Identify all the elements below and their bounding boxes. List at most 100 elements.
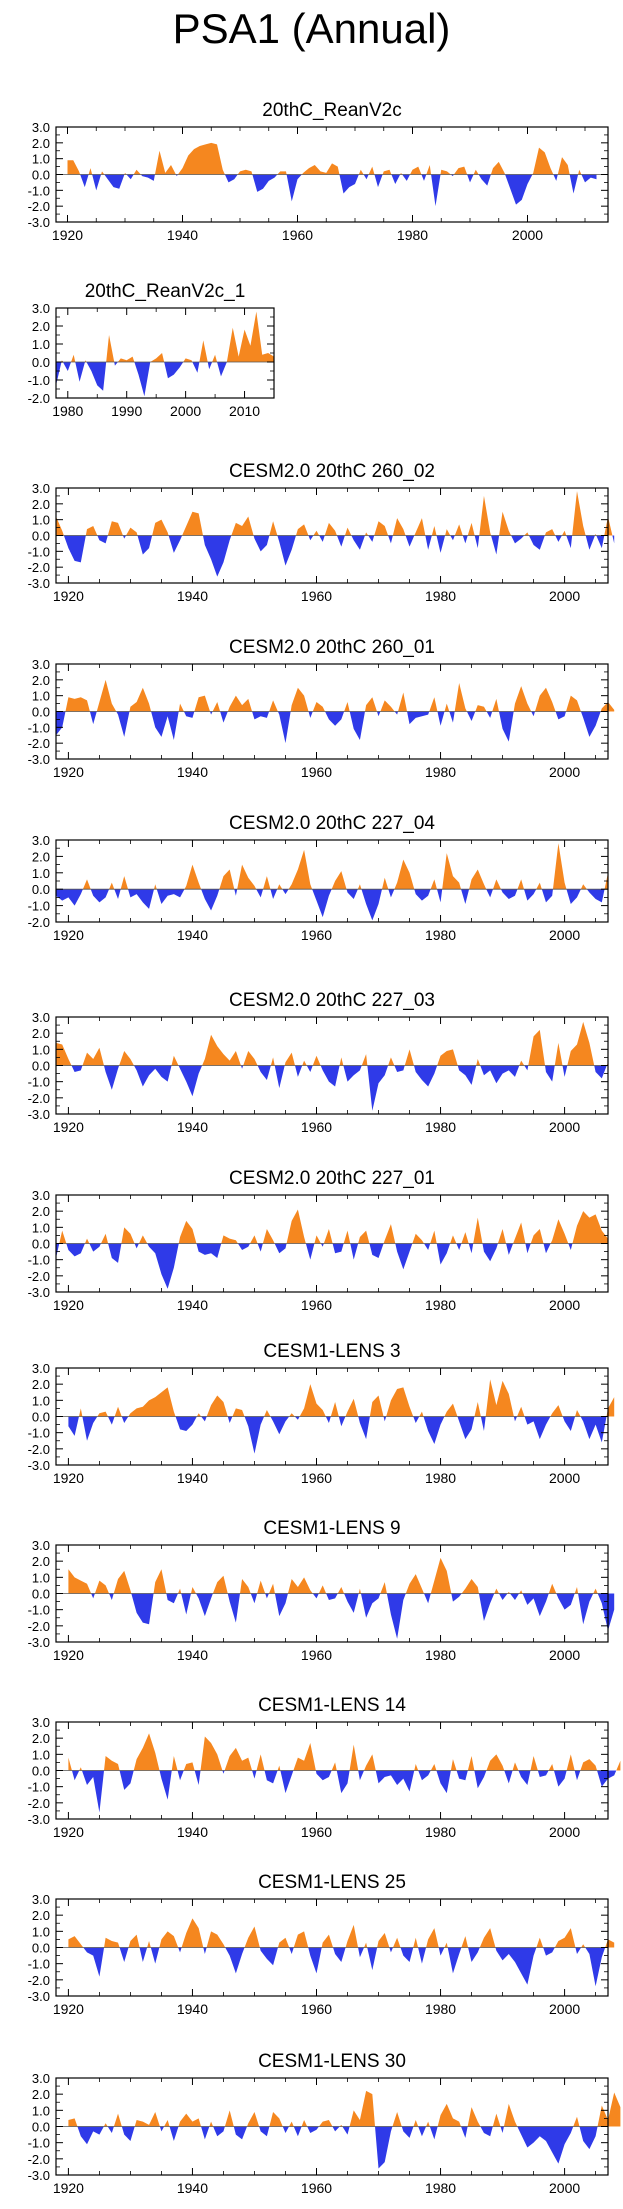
x-tick-label: 1960 xyxy=(301,2001,332,2017)
positive-area xyxy=(67,142,582,175)
x-tick-label: 1940 xyxy=(167,227,198,243)
y-tick-label: 0.0 xyxy=(32,1237,50,1252)
plot-frame xyxy=(55,839,609,923)
y-tick-label: 3.0 xyxy=(32,1010,50,1025)
y-tick-label: 3.0 xyxy=(32,1188,50,1203)
y-tick-label: 3.0 xyxy=(32,1538,50,1553)
x-tick-label: 2000 xyxy=(549,2001,580,2017)
y-tick-label: -3.0 xyxy=(28,215,50,230)
x-tick-label: 1960 xyxy=(282,227,313,243)
y-tick-label: 2.0 xyxy=(32,1554,50,1569)
y-tick-label: -2.0 xyxy=(28,560,50,575)
negative-area xyxy=(56,362,227,397)
y-tick-label: 1.0 xyxy=(32,1042,50,1057)
chart-panel: CESM1-LENS 14 3.02.01.0 0.0-1.0-2.0-3.0192… xyxy=(28,1695,621,1840)
y-tick-label: -1.0 xyxy=(28,544,50,559)
x-tick-label: 1940 xyxy=(177,2180,208,2196)
y-tick-label: 3.0 xyxy=(32,1892,50,1907)
x-tick-label: 2000 xyxy=(549,2180,580,2196)
y-tick-label: 1.0 xyxy=(32,1570,50,1585)
y-tick-label: -1.0 xyxy=(28,1426,50,1441)
chart-title: CESM1-LENS 3 xyxy=(263,1341,400,1362)
y-tick-label: 2.0 xyxy=(32,1377,50,1392)
x-tick-label: 1940 xyxy=(177,1647,208,1663)
negative-area xyxy=(68,1416,607,1454)
positive-area xyxy=(56,491,613,536)
y-tick-label: 1.0 xyxy=(32,513,50,528)
chart-title: CESM2.0 20thC 260_02 xyxy=(229,461,435,482)
x-tick-label: 2000 xyxy=(549,1119,580,1135)
positive-area xyxy=(56,1021,608,1066)
y-tick-label: 0.0 xyxy=(32,705,50,720)
y-tick-label: -3.0 xyxy=(28,1285,50,1300)
y-tick-label: 0.0 xyxy=(32,2120,50,2135)
x-tick-label: 1940 xyxy=(177,2001,208,2017)
chart-panel: 20thC_ReanV2c 3.02.01.00.0-1.0-2.0-3.0192… xyxy=(28,100,609,243)
x-tick-label: 1980 xyxy=(425,2001,456,2017)
x-tick-label: 1960 xyxy=(301,927,332,943)
y-tick-label: 1.0 xyxy=(32,1924,50,1939)
y-tick-label: 2.0 xyxy=(32,136,50,151)
y-tick-label: 2.0 xyxy=(32,1908,50,1923)
y-tick-label: 3.0 xyxy=(32,1715,50,1730)
y-tick-label: -2.0 xyxy=(28,736,50,751)
y-tick-label: 3.0 xyxy=(32,1361,50,1376)
negative-area xyxy=(77,2126,598,2169)
x-tick-label: 1960 xyxy=(301,588,332,604)
x-tick-label: 1960 xyxy=(301,764,332,780)
x-tick-label: 1940 xyxy=(177,764,208,780)
negative-area xyxy=(56,711,601,744)
y-tick-label: 0.0 xyxy=(32,1410,50,1425)
y-tick-label: 2.0 xyxy=(32,319,50,334)
chart-title: CESM1-LENS 25 xyxy=(258,1872,406,1893)
x-tick-label: 1960 xyxy=(301,1470,332,1486)
x-tick-label: 1990 xyxy=(111,403,142,419)
chart-panel: CESM1-LENS 9 3.02.01.0 0.0-1.0-2.0-3.01920… xyxy=(28,1518,615,1663)
y-tick-label: 0.0 xyxy=(32,168,50,183)
chart-title: CESM2.0 20thC 227_04 xyxy=(229,813,435,834)
y-tick-label: -3.0 xyxy=(28,1812,50,1827)
x-tick-label: 2000 xyxy=(549,927,580,943)
y-tick-label: -1.0 xyxy=(28,720,50,735)
y-tick-label: 2.0 xyxy=(32,1204,50,1219)
chart-panel: CESM2.0 20thC 260_02 3.02.01.00.0-1.0-2.0… xyxy=(28,461,615,604)
y-tick-label: -1.0 xyxy=(28,899,50,914)
y-tick-label: -1.0 xyxy=(28,183,50,198)
chart-title: CESM1-LENS 30 xyxy=(258,2051,406,2072)
chart-panel: CESM1-LENS 25 3.02.01.0 0.0-1.0-2.0-3.0192… xyxy=(28,1872,615,2017)
y-tick-label: -3.0 xyxy=(28,576,50,591)
y-tick-label: 2.0 xyxy=(32,673,50,688)
x-tick-label: 1980 xyxy=(425,2180,456,2196)
x-tick-label: 1920 xyxy=(53,1647,84,1663)
y-tick-label: 2.0 xyxy=(32,1731,50,1746)
x-tick-label: 1920 xyxy=(53,2001,84,2017)
x-tick-label: 1920 xyxy=(52,227,83,243)
y-tick-label: 3.0 xyxy=(32,120,50,135)
y-tick-label: -1.0 xyxy=(28,1957,50,1972)
chart-title: CESM2.0 20thC 260_01 xyxy=(229,637,435,658)
y-tick-label: -1.0 xyxy=(28,1075,50,1090)
chart-panel: CESM2.0 20thC 227_04 3.02.0 1.00.0 -1.0-2.0… xyxy=(28,813,609,943)
y-tick-label: 2.0 xyxy=(32,1026,50,1041)
y-tick-label: -2.0 xyxy=(28,2152,50,2167)
y-tick-label: 2.0 xyxy=(32,497,50,512)
y-tick-label: -1.0 xyxy=(28,1780,50,1795)
x-tick-label: 1940 xyxy=(177,1297,208,1313)
chart-panel: CESM2.0 20thC 227_03 3.02.01.0 0.0-1.0-2.0… xyxy=(28,990,609,1135)
y-tick-label: 1.0 xyxy=(32,152,50,167)
x-tick-label: 2010 xyxy=(229,403,260,419)
chart-panel: CESM2.0 20thC 260_01 3.02.01.00.0-1.0-2.0… xyxy=(28,637,615,780)
y-tick-label: -1.0 xyxy=(28,2136,50,2151)
y-tick-label: 1.0 xyxy=(32,866,50,881)
y-tick-label: -2.0 xyxy=(28,1442,50,1457)
y-tick-label: 1.0 xyxy=(32,689,50,704)
x-tick-label: 1960 xyxy=(301,1824,332,1840)
chart-title: CESM1-LENS 14 xyxy=(258,1695,406,1716)
negative-area xyxy=(56,889,605,921)
positive-area xyxy=(82,843,608,890)
x-tick-label: 1920 xyxy=(53,927,84,943)
y-tick-label: 3.0 xyxy=(32,301,50,316)
x-tick-label: 1920 xyxy=(53,1824,84,1840)
x-tick-label: 2000 xyxy=(549,1470,580,1486)
chart-panel: CESM1-LENS 30 3.02.01.0 0.0-1.0-2.0-3.0192… xyxy=(28,2051,621,2196)
